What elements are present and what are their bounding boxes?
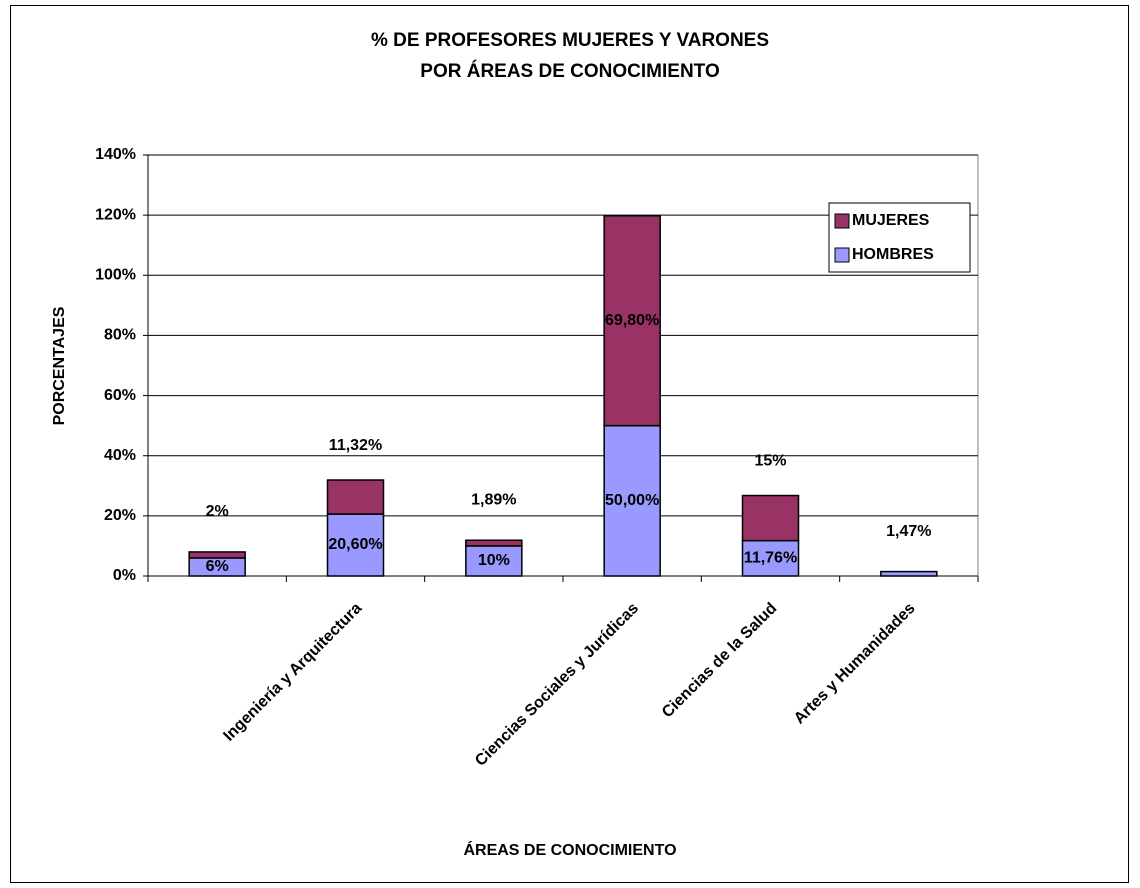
data-label: 50,00% xyxy=(605,492,659,509)
legend-label: HOMBRES xyxy=(852,246,934,263)
y-tick-label: 40% xyxy=(104,447,136,464)
bar-segment xyxy=(741,539,800,577)
y-tick-label: 60% xyxy=(104,387,136,404)
data-label: 1,89% xyxy=(471,491,516,508)
legend-swatch xyxy=(834,213,850,229)
bar-segment xyxy=(741,494,800,542)
data-label: 69,80% xyxy=(605,312,659,329)
legend-swatch xyxy=(834,247,850,263)
y-tick-label: 0% xyxy=(113,567,136,584)
data-label: 20,60% xyxy=(328,536,382,553)
chart-title: % DE PROFESORES MUJERES Y VARONES xyxy=(371,30,769,51)
bar-segment xyxy=(326,479,385,515)
legend xyxy=(828,202,971,273)
bar-segment xyxy=(465,545,523,577)
data-label: 6% xyxy=(206,558,229,575)
y-tick-label: 120% xyxy=(95,206,136,223)
bar-segment xyxy=(603,214,661,427)
data-label: 11,76% xyxy=(744,550,797,567)
data-label: 11,32% xyxy=(329,437,382,454)
legend-label: MUJERES xyxy=(852,212,930,229)
x-axis-title: ÁREAS DE CONOCIMIENTO xyxy=(463,840,676,859)
y-tick-label: 100% xyxy=(95,267,136,284)
y-axis-title: PORCENTAJES xyxy=(51,306,68,425)
y-tick-label: 80% xyxy=(104,327,136,344)
bar-segment xyxy=(465,539,523,547)
bar-segment xyxy=(880,570,938,577)
y-tick-label: 140% xyxy=(95,146,136,163)
bar-segment xyxy=(326,513,385,577)
data-label: 10% xyxy=(478,552,510,569)
data-label: 2% xyxy=(206,503,229,520)
data-label: 1,47% xyxy=(886,523,931,540)
bar-segment xyxy=(188,551,246,559)
chart-title: POR ÁREAS DE CONOCIMIENTO xyxy=(420,60,719,82)
y-tick-label: 20% xyxy=(104,507,136,524)
data-label: 15% xyxy=(754,453,786,470)
